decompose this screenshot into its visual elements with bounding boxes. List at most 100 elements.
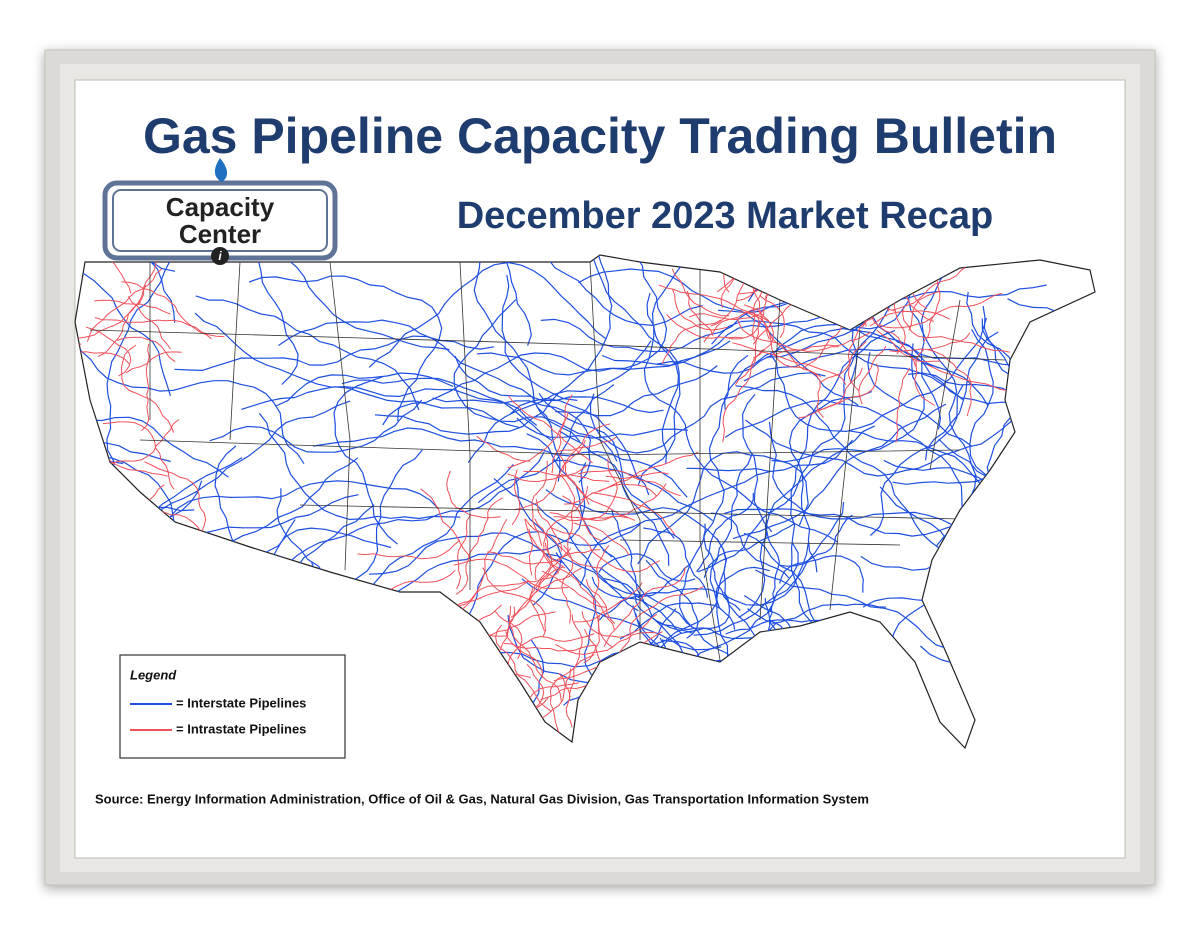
pipeline <box>535 498 562 552</box>
pipeline <box>456 579 530 606</box>
pipeline <box>816 363 879 411</box>
pipeline <box>703 522 796 579</box>
pipeline <box>195 295 420 411</box>
pipeline <box>593 545 613 648</box>
legend-title: Legend <box>130 667 177 682</box>
pipeline <box>759 294 785 338</box>
pipeline <box>742 394 773 533</box>
pipeline <box>257 255 299 385</box>
pipeline <box>531 460 548 547</box>
pipeline <box>495 624 552 712</box>
pipeline <box>558 672 573 728</box>
pipeline <box>688 309 765 320</box>
pipeline <box>764 519 780 613</box>
pipeline <box>778 555 864 593</box>
legend: Legend = Interstate Pipelines = Intrastat… <box>119 654 346 759</box>
pipeline <box>715 566 770 630</box>
pipeline <box>598 563 691 621</box>
pipeline <box>895 367 911 443</box>
pipeline <box>697 304 891 573</box>
pipeline <box>643 292 839 543</box>
pipeline <box>732 403 947 540</box>
pipeline <box>75 288 305 465</box>
pipeline <box>86 268 162 342</box>
pipeline <box>743 348 989 406</box>
pipeline <box>136 255 158 306</box>
pipeline <box>555 365 718 417</box>
pipeline <box>357 539 461 560</box>
pipeline <box>656 300 910 374</box>
pipeline <box>671 268 730 317</box>
pipeline <box>521 578 722 651</box>
pipeline <box>549 703 561 748</box>
pipeline <box>454 355 664 414</box>
pipeline <box>154 480 440 537</box>
pipeline <box>735 385 948 561</box>
pipeline <box>530 542 553 632</box>
pipeline <box>656 591 731 651</box>
pipeline <box>848 317 875 392</box>
pipeline <box>696 492 754 572</box>
pipeline <box>581 611 658 638</box>
pipeline <box>453 519 508 617</box>
pipeline <box>523 470 610 482</box>
pipeline <box>477 384 615 504</box>
pipeline <box>711 320 964 401</box>
pipeline <box>680 255 730 293</box>
pipeline <box>508 255 703 326</box>
pipeline <box>503 643 597 652</box>
pipeline <box>693 501 845 636</box>
pipeline <box>241 386 520 428</box>
pipeline <box>703 523 741 611</box>
pipeline <box>679 354 749 628</box>
pipeline <box>75 344 171 463</box>
pipeline <box>598 451 699 492</box>
pipeline <box>502 255 679 346</box>
pipeline <box>121 281 212 340</box>
pipeline <box>258 413 461 520</box>
pipeline <box>275 372 454 407</box>
pipeline <box>561 473 636 521</box>
pipeline <box>552 459 714 522</box>
pipeline <box>117 255 450 351</box>
pipeline <box>94 299 171 315</box>
source-note: Source: Energy Information Administratio… <box>95 791 869 806</box>
pipeline <box>914 349 936 406</box>
pipeline <box>927 349 972 417</box>
pipeline <box>524 518 534 576</box>
pipeline <box>477 255 668 376</box>
pipeline <box>549 512 628 520</box>
pipeline <box>658 284 769 322</box>
pipeline <box>790 330 896 623</box>
pipeline <box>908 290 941 331</box>
pipeline <box>876 329 941 363</box>
pipeline <box>508 605 562 701</box>
pipeline <box>656 621 772 639</box>
pipeline <box>601 311 833 367</box>
pipeline <box>540 279 821 353</box>
logo-text: Center <box>179 219 261 249</box>
logo-text: Capacity <box>166 192 275 222</box>
pipeline <box>645 559 699 639</box>
pipeline <box>643 527 709 598</box>
pipeline <box>209 399 423 453</box>
pipeline <box>578 268 859 406</box>
pipeline <box>541 570 607 608</box>
pipeline <box>591 576 682 634</box>
pipeline <box>432 397 591 483</box>
pipeline <box>563 255 681 486</box>
logo: i Capacity Center <box>102 158 338 265</box>
legend-label: = Intrastate Pipelines <box>176 721 306 736</box>
pipeline <box>732 342 847 385</box>
pipeline <box>562 495 603 542</box>
pipeline <box>891 260 972 311</box>
pipeline <box>556 436 617 453</box>
pipeline <box>686 425 875 473</box>
pipeline <box>511 469 521 526</box>
pipeline <box>501 274 578 401</box>
pipeline <box>456 515 471 590</box>
pipeline <box>867 352 973 447</box>
pipeline <box>769 317 988 432</box>
